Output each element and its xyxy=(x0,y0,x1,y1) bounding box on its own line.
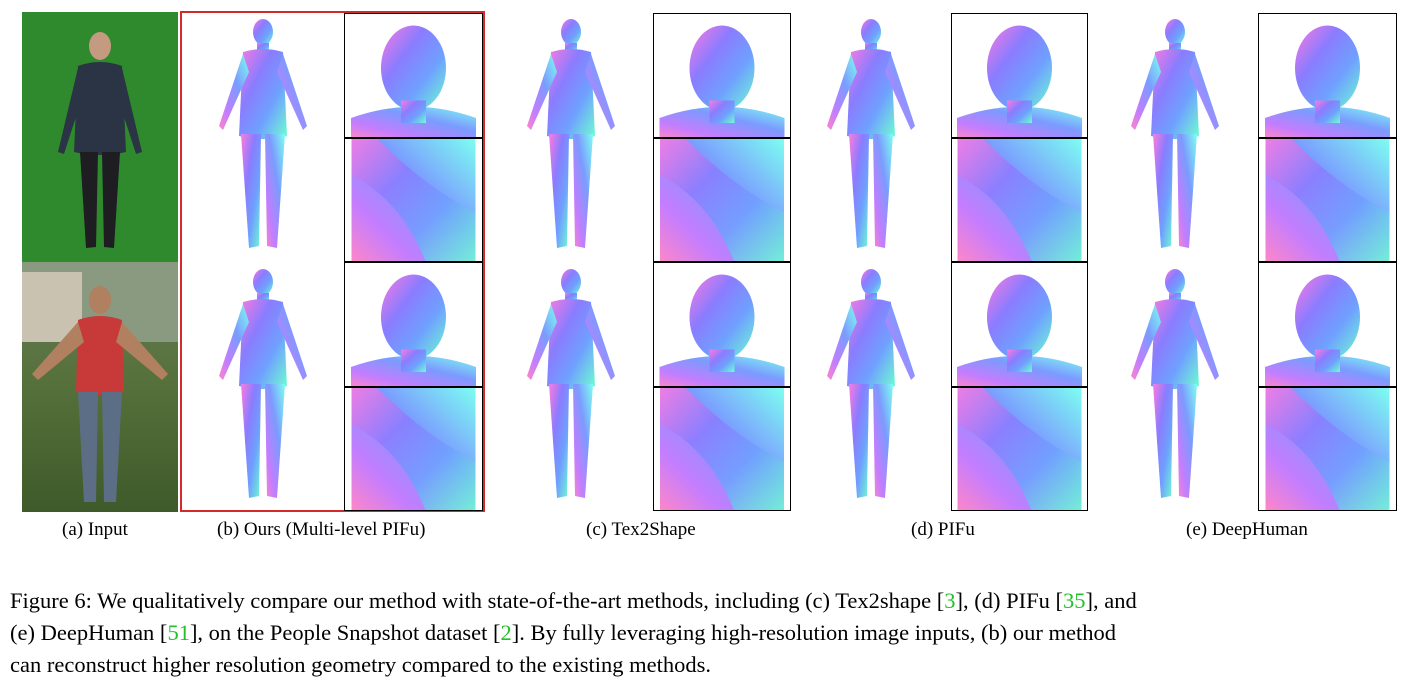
caption-line-1: Figure 6: We qualitatively compare our m… xyxy=(10,588,1137,613)
pifu-face-zoom-2 xyxy=(951,262,1088,387)
deephuman-body-2 xyxy=(1131,269,1219,498)
ours-body-2 xyxy=(219,269,307,498)
deephuman-face-zoom-2 xyxy=(1258,262,1397,387)
tex2shape-body-2 xyxy=(527,269,615,498)
ours-body-1 xyxy=(219,19,307,248)
ours-detail-zoom-1 xyxy=(344,138,483,262)
citation-link[interactable]: 2 xyxy=(500,620,512,645)
tex2shape-body-1 xyxy=(527,19,615,248)
ours-face-zoom-2 xyxy=(344,262,483,387)
ours-face-zoom-1 xyxy=(344,13,483,138)
caption-line-3: can reconstruct higher resolution geomet… xyxy=(10,652,712,677)
input-photo-2 xyxy=(22,262,178,512)
label-pifu: (d) PIFu xyxy=(911,519,975,540)
label-input: (a) Input xyxy=(62,519,128,540)
caption-line-2: (e) DeepHuman [51], on the People Snapsh… xyxy=(10,620,1117,645)
pifu-detail-zoom-2 xyxy=(951,387,1088,511)
label-tex2shape: (c) Tex2Shape xyxy=(586,519,696,540)
tex2shape-detail-zoom-2 xyxy=(653,387,791,511)
input-photo-1 xyxy=(22,12,178,262)
pifu-body-1 xyxy=(827,19,915,248)
citation-link[interactable]: 35 xyxy=(1063,588,1086,613)
ours-highlight-frame xyxy=(180,11,485,512)
citation-link[interactable]: 3 xyxy=(944,588,956,613)
deephuman-detail-zoom-2 xyxy=(1258,387,1397,511)
pifu-detail-zoom-1 xyxy=(951,138,1088,262)
label-ours: (b) Ours (Multi-level PIFu) xyxy=(217,519,426,540)
deephuman-body-1 xyxy=(1131,19,1219,248)
label-deephuman: (e) DeepHuman xyxy=(1186,519,1308,540)
figure-caption: Figure 6: We qualitatively compare our m… xyxy=(10,585,1414,681)
pifu-body-2 xyxy=(827,269,915,498)
tex2shape-face-zoom-1 xyxy=(653,13,791,138)
deephuman-face-zoom-1 xyxy=(1258,13,1397,138)
citation-link[interactable]: 51 xyxy=(167,620,190,645)
tex2shape-detail-zoom-1 xyxy=(653,138,791,262)
ours-detail-zoom-2 xyxy=(344,387,483,511)
pifu-face-zoom-1 xyxy=(951,13,1088,138)
deephuman-detail-zoom-1 xyxy=(1258,138,1397,262)
tex2shape-face-zoom-2 xyxy=(653,262,791,387)
